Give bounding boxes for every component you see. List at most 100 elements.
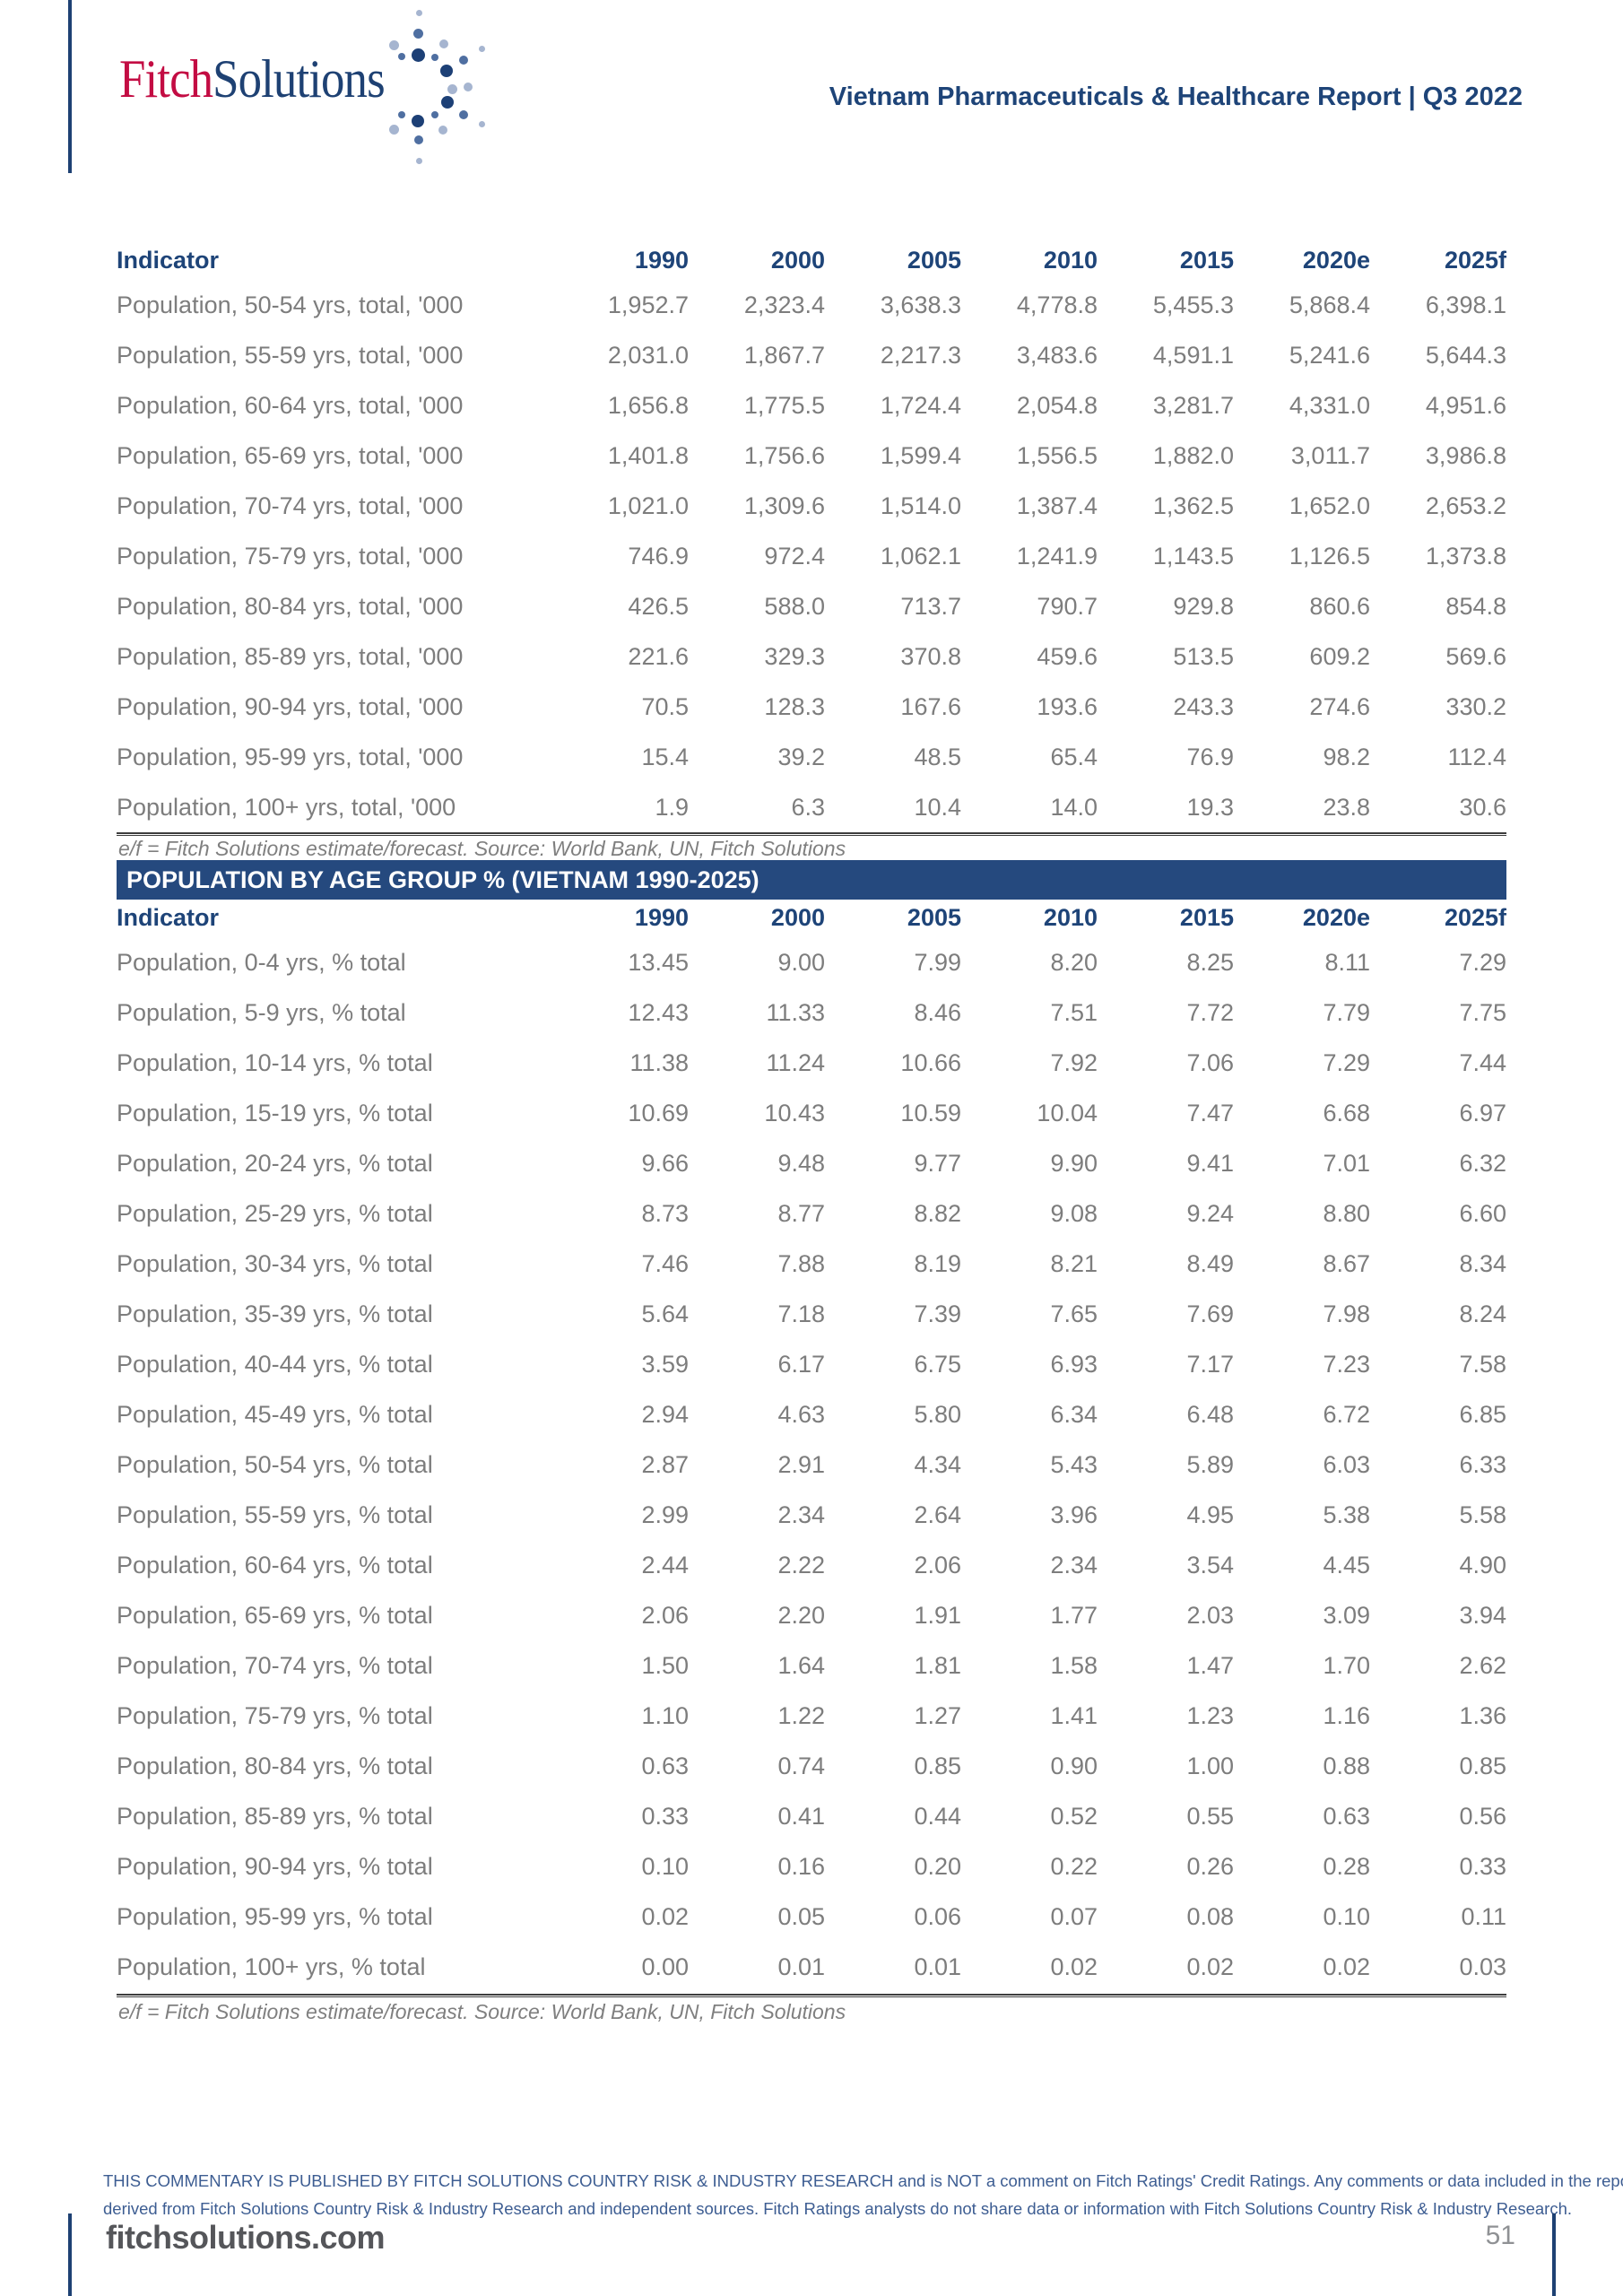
value-cell: 6.68: [1323, 1099, 1370, 1126]
value-cell: 6.03: [1323, 1450, 1370, 1478]
value-cell: 6.60: [1459, 1199, 1506, 1227]
fitch-solutions-logo: FitchSolutions: [119, 52, 386, 106]
value-cell: 76.9: [1186, 743, 1234, 770]
value-cell: 6.32: [1459, 1149, 1506, 1177]
value-cell: 1,952.7: [607, 291, 689, 318]
value-cell: 9.48: [777, 1149, 825, 1177]
value-cell: 370.8: [900, 642, 961, 670]
value-cell: 4,331.0: [1289, 391, 1370, 419]
value-cell: 8.80: [1323, 1199, 1370, 1227]
value-cell: 0.01: [777, 1952, 825, 1980]
value-cell: 0.10: [1323, 1902, 1370, 1930]
value-cell: 1,143.5: [1152, 542, 1234, 570]
indicator-cell: Population, 80-84 yrs, % total: [117, 1752, 433, 1779]
value-cell: 7.65: [1050, 1300, 1098, 1327]
indicator-cell: Population, 35-39 yrs, % total: [117, 1300, 433, 1327]
value-cell: 6.17: [777, 1350, 825, 1378]
value-cell: 1.36: [1459, 1701, 1506, 1729]
value-cell: 329.3: [764, 642, 825, 670]
indicator-cell: Population, 5-9 yrs, % total: [117, 998, 406, 1026]
value-cell: 0.26: [1186, 1852, 1234, 1880]
value-cell: 6.85: [1459, 1400, 1506, 1428]
indicator-cell: Population, 65-69 yrs, % total: [117, 1601, 433, 1629]
value-cell: 1,373.8: [1425, 542, 1506, 570]
value-cell: 1.50: [641, 1651, 689, 1679]
value-cell: 7.46: [641, 1249, 689, 1277]
value-cell: 1,882.0: [1152, 441, 1234, 469]
table-row: Population, 65-69 yrs, % total 2.06 2.20 1.…: [117, 1590, 1506, 1640]
value-cell: 2.64: [914, 1500, 961, 1528]
value-cell: 8.24: [1459, 1300, 1506, 1327]
value-cell: 0.07: [1050, 1902, 1098, 1930]
value-cell: 1.77: [1050, 1601, 1098, 1629]
section-title-banner: POPULATION BY AGE GROUP % (VIETNAM 1990-…: [117, 860, 1506, 900]
bottom-left-accent-bar: [68, 2213, 72, 2296]
value-cell: 4.90: [1459, 1551, 1506, 1578]
value-cell: 3.54: [1186, 1551, 1234, 1578]
value-cell: 1.70: [1323, 1651, 1370, 1679]
value-cell: 8.20: [1050, 948, 1098, 976]
table-row: Population, 0-4 yrs, % total 13.45 9.00 7.9…: [117, 937, 1506, 987]
value-cell: 5.38: [1323, 1500, 1370, 1528]
value-cell: 0.06: [914, 1902, 961, 1930]
page-title: Vietnam Pharmaceuticals & Healthcare Rep…: [829, 83, 1523, 111]
value-cell: 19.3: [1186, 793, 1234, 821]
disclaimer-line-2: derived from Fitch Solutions Country Ris…: [103, 2199, 1573, 2218]
value-cell: 5.43: [1050, 1450, 1098, 1478]
value-cell: 1,362.5: [1152, 491, 1234, 519]
value-cell: 2,031.0: [607, 341, 689, 369]
table-row: Population, 55-59 yrs, total, '000 2,031.…: [117, 330, 1506, 380]
value-cell: 2.87: [641, 1450, 689, 1478]
table-footnote: e/f = Fitch Solutions estimate/forecast.…: [118, 837, 846, 860]
column-header-year: 2020e: [1302, 246, 1370, 274]
value-cell: 746.9: [628, 542, 689, 570]
value-cell: 1.27: [914, 1701, 961, 1729]
value-cell: 1,652.0: [1289, 491, 1370, 519]
value-cell: 854.8: [1445, 592, 1506, 620]
value-cell: 4.34: [914, 1450, 961, 1478]
value-cell: 2.06: [641, 1601, 689, 1629]
value-cell: 1.64: [777, 1651, 825, 1679]
value-cell: 513.5: [1173, 642, 1234, 670]
value-cell: 8.49: [1186, 1249, 1234, 1277]
value-cell: 2.20: [777, 1601, 825, 1629]
value-cell: 3,011.7: [1290, 441, 1370, 469]
value-cell: 2.44: [641, 1551, 689, 1578]
value-cell: 6.75: [914, 1350, 961, 1378]
value-cell: 7.88: [777, 1249, 825, 1277]
value-cell: 2.91: [777, 1450, 825, 1478]
value-cell: 1.58: [1050, 1651, 1098, 1679]
value-cell: 8.34: [1459, 1249, 1506, 1277]
value-cell: 5,644.3: [1425, 341, 1506, 369]
value-cell: 9.08: [1050, 1199, 1098, 1227]
table-row: Population, 30-34 yrs, % total 7.46 7.88 8.…: [117, 1239, 1506, 1289]
indicator-cell: Population, 55-59 yrs, total, '000: [117, 341, 464, 369]
value-cell: 6.34: [1050, 1400, 1098, 1428]
value-cell: 0.03: [1459, 1952, 1506, 1980]
value-cell: 1.10: [641, 1701, 689, 1729]
value-cell: 6.3: [791, 793, 825, 821]
website-link[interactable]: fitchsolutions.com: [106, 2219, 386, 2256]
value-cell: 7.18: [777, 1300, 825, 1327]
value-cell: 7.92: [1050, 1048, 1098, 1076]
value-cell: 2.22: [777, 1551, 825, 1578]
value-cell: 5.80: [914, 1400, 961, 1428]
value-cell: 8.21: [1050, 1249, 1098, 1277]
indicator-cell: Population, 85-89 yrs, total, '000: [117, 642, 464, 670]
value-cell: 2.94: [641, 1400, 689, 1428]
population-totals-table: Indicator 1990 2000 2005 2010 2015 2020e 2025f …: [117, 240, 1506, 832]
value-cell: 0.28: [1323, 1852, 1370, 1880]
table-row: Population, 100+ yrs, total, '000 1.9 6.3 1…: [117, 782, 1506, 832]
value-cell: 0.85: [1459, 1752, 1506, 1779]
table-row: Population, 25-29 yrs, % total 8.73 8.77 8.…: [117, 1188, 1506, 1239]
value-cell: 0.55: [1186, 1802, 1234, 1830]
value-cell: 11.24: [766, 1048, 825, 1076]
indicator-cell: Population, 25-29 yrs, % total: [117, 1199, 433, 1227]
value-cell: 12.43: [628, 998, 689, 1026]
table-header-row: Indicator 1990 2000 2005 2010 2015 2020e 2025f: [117, 240, 1506, 280]
value-cell: 70.5: [641, 692, 689, 720]
value-cell: 3,281.7: [1152, 391, 1234, 419]
value-cell: 1.22: [777, 1701, 825, 1729]
value-cell: 112.4: [1447, 743, 1506, 770]
value-cell: 9.77: [914, 1149, 961, 1177]
